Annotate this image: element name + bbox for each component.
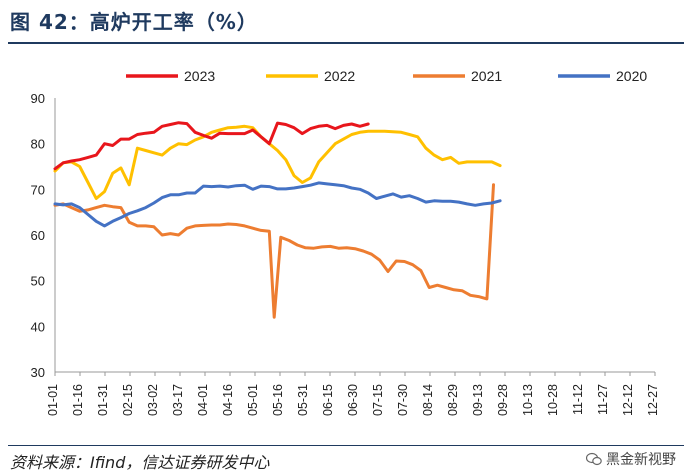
- series-line-2020: [53, 181, 502, 228]
- series-line-2021: [53, 183, 495, 319]
- y-tick-label: 70: [31, 182, 45, 197]
- x-tick-label: 04-01: [196, 384, 210, 416]
- x-tick-label: 01-01: [46, 384, 60, 416]
- x-tick-label: 02-15: [121, 384, 135, 416]
- x-tick-label: 11-12: [571, 384, 585, 415]
- x-tick-label: 07-15: [371, 384, 385, 416]
- source-note: 资料来源：Ifind，信达证券研发中心: [10, 453, 270, 472]
- series-line-2023: [53, 121, 370, 171]
- legend-label-2021: 2021: [471, 68, 502, 84]
- x-tick-label: 12-27: [646, 384, 660, 416]
- wechat-icon: [586, 452, 602, 466]
- x-tick-label: 06-15: [321, 384, 335, 416]
- chart-title: 图 42：高炉开工率（%）: [10, 10, 258, 34]
- x-tick-label: 08-29: [446, 384, 460, 416]
- y-tick-label: 40: [31, 319, 45, 334]
- x-tick-label: 05-16: [271, 384, 285, 416]
- watermark: 黑金新视野: [586, 449, 676, 469]
- y-tick-label: 90: [31, 91, 45, 106]
- y-axis: 30 40 50 60 70 80 90: [31, 91, 56, 380]
- watermark-text: 黑金新视野: [606, 452, 676, 468]
- x-tick-label: 01-31: [96, 384, 110, 416]
- series-layer: [53, 121, 502, 319]
- title-divider: [8, 42, 684, 44]
- x-axis: 01-01 01-16 01-31 02-15 03-02 03-17 04-01 04-16…: [46, 371, 660, 416]
- x-tick-label: 01-16: [71, 384, 85, 416]
- y-tick-label: 60: [31, 228, 45, 243]
- x-tick-label: 03-17: [171, 384, 185, 416]
- x-tick-label: 10-13: [521, 384, 535, 416]
- x-tick-label: 09-13: [471, 384, 485, 416]
- x-tick-label: 06-30: [346, 384, 360, 416]
- x-tick-label: 11-27: [596, 384, 610, 415]
- x-tick-label: 10-28: [546, 384, 560, 416]
- x-tick-label: 07-30: [396, 384, 410, 416]
- x-tick-label: 03-02: [146, 384, 160, 416]
- x-tick-label: 04-16: [221, 384, 235, 416]
- source-divider: [8, 445, 684, 446]
- x-tick-label: 05-31: [296, 384, 310, 416]
- x-tick-label: 08-14: [421, 384, 435, 416]
- y-tick-label: 80: [31, 137, 45, 152]
- x-tick-label: 09-28: [496, 384, 510, 416]
- legend: 2023 2022 2021 2020: [126, 68, 647, 84]
- legend-label-2022: 2022: [324, 68, 355, 84]
- y-tick-label: 30: [31, 365, 45, 380]
- y-tick-label: 50: [31, 274, 45, 289]
- series-line-2022: [53, 124, 502, 200]
- x-tick-label: 12-12: [621, 384, 635, 416]
- legend-label-2020: 2020: [616, 68, 647, 84]
- x-tick-label: 05-01: [246, 384, 260, 416]
- legend-label-2023: 2023: [184, 68, 215, 84]
